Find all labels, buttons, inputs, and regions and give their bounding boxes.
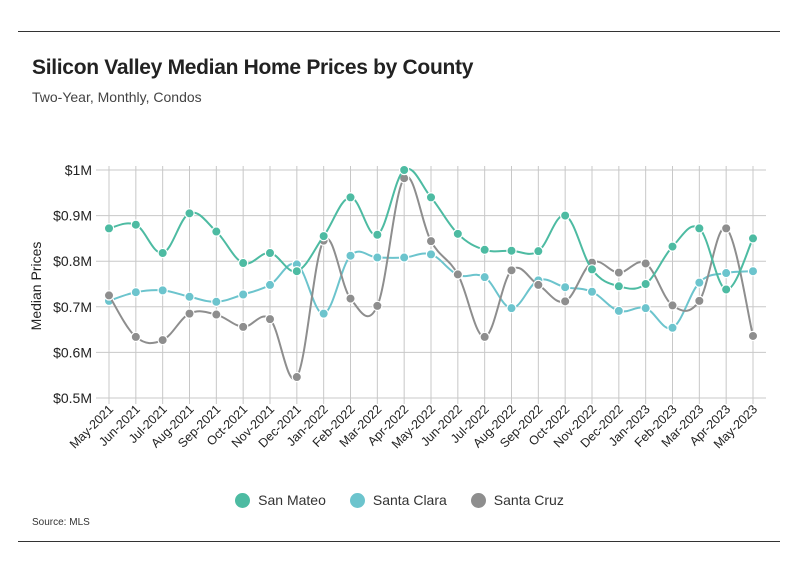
data-point-san-mateo [506,245,517,256]
data-point-santa-cruz [425,235,437,247]
data-point-santa-clara [211,296,222,307]
data-point-santa-cruz [103,290,115,301]
data-point-santa-clara [184,291,195,302]
data-point-san-mateo [398,164,410,176]
data-point-santa-cruz [211,309,222,320]
data-point-santa-clara [720,267,732,279]
data-point-santa-clara [667,322,678,333]
data-point-san-mateo [452,228,464,240]
data-point-santa-cruz [184,308,195,319]
legend-label: Santa Clara [372,492,447,508]
data-point-santa-clara [130,287,142,298]
legend-label: Santa Cruz [493,492,564,508]
data-point-santa-cruz [291,371,303,383]
data-point-santa-cruz [694,295,705,307]
data-point-san-mateo [291,266,303,277]
source-note: Source: MLS [32,517,90,528]
chart-title: Silicon Valley Median Home Prices by Cou… [32,56,474,79]
chart-subtitle: Two-Year, Monthly, Condos [32,89,202,105]
legend-label: San Mateo [258,492,326,508]
data-point-santa-cruz [264,313,276,325]
data-point-santa-clara [479,271,490,283]
data-point-santa-cruz [157,334,168,346]
y-tick-label: $0.7M [53,299,92,315]
y-tick-label: $0.9M [53,208,92,224]
data-point-santa-clara [559,281,571,293]
data-point-santa-clara [264,279,276,291]
data-point-san-mateo [747,233,759,244]
data-point-santa-cruz [720,223,732,234]
data-point-santa-clara [237,289,249,300]
data-point-san-mateo [372,229,383,240]
data-point-santa-clara [506,302,517,314]
chart-frame [18,31,780,542]
data-point-san-mateo [103,223,115,234]
chart-legend: San Mateo Santa Clara Santa Cruz [0,492,799,508]
data-point-santa-clara [613,305,625,317]
data-point-santa-cruz [640,258,651,269]
legend-swatch [235,492,251,508]
data-point-san-mateo [130,219,142,230]
data-point-santa-clara [747,266,759,277]
data-point-santa-cruz [667,300,678,311]
y-tick-label: $0.5M [53,390,92,406]
data-point-santa-cruz [506,265,517,276]
legend-swatch [349,492,365,508]
data-point-santa-cruz [130,331,142,343]
legend-item-santa-cruz: Santa Cruz [470,492,564,508]
y-axis-label: Median Prices [28,242,44,331]
data-point-santa-cruz [452,269,464,280]
data-point-san-mateo [533,245,544,257]
data-point-santa-cruz [559,296,571,307]
data-point-san-mateo [559,210,571,221]
data-point-santa-cruz [237,321,249,333]
data-point-santa-clara [345,250,356,261]
y-tick-label: $0.6M [53,344,92,360]
data-point-santa-cruz [372,300,383,312]
data-point-san-mateo [318,230,329,242]
data-point-san-mateo [264,247,276,259]
data-point-santa-clara [586,286,598,297]
legend-item-san-mateo: San Mateo [235,492,326,508]
data-point-san-mateo [667,241,678,252]
data-point-santa-cruz [747,330,759,342]
data-point-san-mateo [720,284,732,295]
data-point-santa-cruz [533,279,544,291]
data-point-san-mateo [613,281,625,292]
data-point-santa-clara [398,252,410,263]
data-point-santa-clara [157,285,168,296]
data-point-san-mateo [184,208,195,219]
data-point-san-mateo [157,247,168,259]
data-point-santa-cruz [345,293,356,304]
data-point-san-mateo [586,264,598,275]
data-point-santa-clara [694,277,705,288]
data-point-santa-cruz [479,331,490,343]
data-point-santa-clara [640,302,651,314]
data-point-santa-cruz [613,267,625,278]
data-point-san-mateo [640,278,651,290]
legend-swatch [470,492,486,508]
data-point-san-mateo [345,192,356,203]
data-point-santa-clara [318,308,329,319]
data-point-san-mateo [694,223,705,234]
data-point-san-mateo [211,226,222,237]
y-tick-label: $1M [65,162,92,178]
data-point-santa-clara [425,249,437,260]
data-point-san-mateo [237,257,249,269]
legend-item-santa-clara: Santa Clara [349,492,447,508]
data-point-san-mateo [479,244,490,255]
data-point-santa-clara [372,252,383,263]
y-tick-label: $0.8M [53,253,92,269]
data-point-san-mateo [425,192,437,203]
